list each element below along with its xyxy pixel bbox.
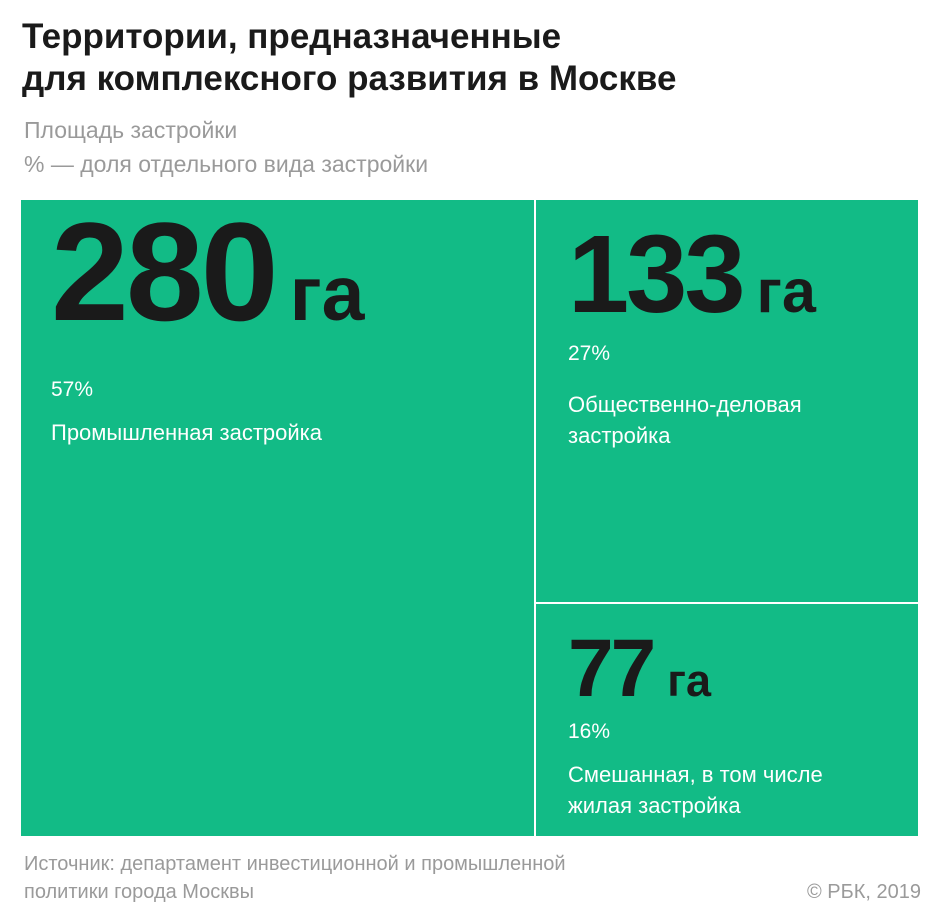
value-label: 280 га xyxy=(51,193,366,350)
tile-rect xyxy=(21,200,534,836)
treemap-tile-2: 133 га 27% Общественно-деловая застройка xyxy=(536,200,918,602)
subtitle-share: % — доля отдельного вида застройки xyxy=(24,151,429,177)
category-label: Смешанная, в том числе xyxy=(568,762,823,787)
source-line-2: политики города Москвы xyxy=(24,881,255,903)
value-number: 280 xyxy=(51,193,276,350)
source-note: Источник: департамент инвестиционной и п… xyxy=(24,850,724,906)
subtitle-area: Площадь застройки xyxy=(24,117,238,143)
value-unit: га xyxy=(667,655,712,706)
chart-title: Территории, предназначенные для комплекс… xyxy=(22,16,922,100)
category-label: жилая застройка xyxy=(568,793,741,818)
share-label: 57% xyxy=(51,378,93,401)
value-label: 77 га xyxy=(568,623,712,714)
category-label: застройка xyxy=(568,423,671,448)
category-label: Промышленная застройка xyxy=(51,420,323,445)
copyright: © РБК, 2019 xyxy=(806,881,921,903)
value-number: 133 xyxy=(568,213,743,336)
share-label: 27% xyxy=(568,342,610,365)
value-label: 133 га xyxy=(568,213,817,336)
title-line-2: для комплексного развития в Москве xyxy=(22,59,677,98)
category-label: Общественно-деловая xyxy=(568,392,802,417)
value-number: 77 xyxy=(568,623,653,714)
tile-rect xyxy=(536,200,918,602)
treemap-tile-1: 280 га 57% Промышленная застройка xyxy=(21,193,534,836)
value-unit: га xyxy=(757,257,817,325)
title-line-1: Территории, предназначенные xyxy=(22,17,562,56)
share-label: 16% xyxy=(568,720,610,743)
value-unit: га xyxy=(290,251,366,337)
tile-rect xyxy=(536,604,918,836)
source-line-1: Источник: департамент инвестиционной и п… xyxy=(24,853,566,875)
treemap-tile-3: 77 га 16% Смешанная, в том числе жилая застр… xyxy=(536,604,918,836)
